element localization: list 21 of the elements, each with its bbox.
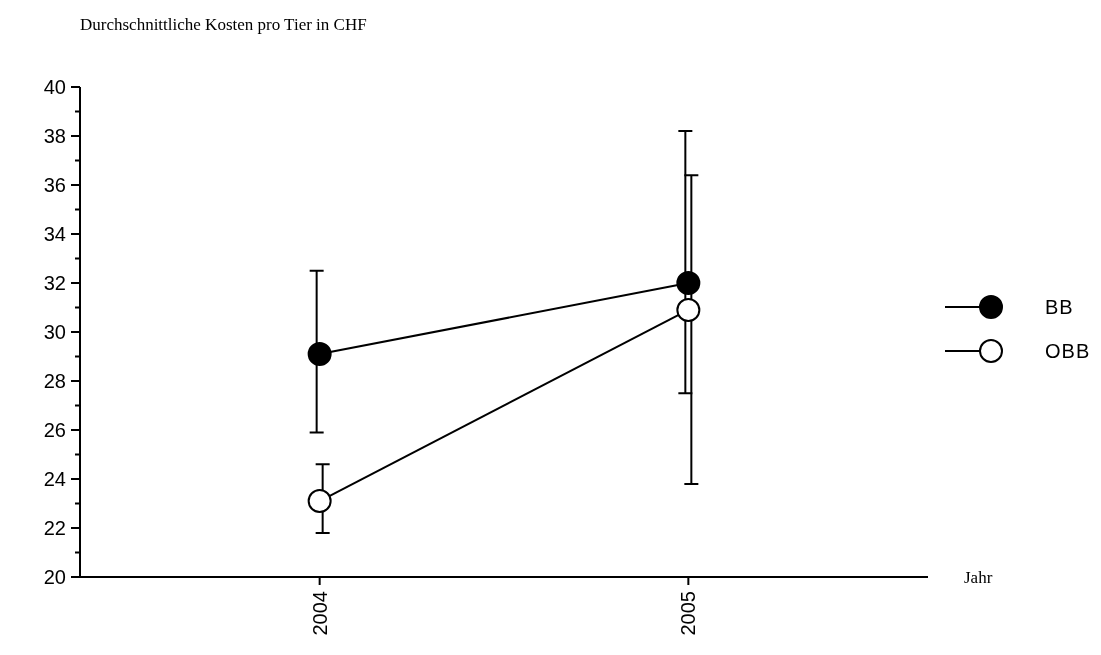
point [676,271,701,295]
y-tick-label: 28 [43,370,66,392]
point [676,297,701,322]
y-tick-label: 20 [43,566,66,588]
x-tick-label: 2005 [677,591,700,636]
x-axis-title: Jahr [964,568,993,587]
y-tick-label: 32 [43,272,66,294]
legend-label: BB [1045,296,1074,318]
y-tick-label: 24 [43,468,66,490]
y-tick-label: 30 [43,321,66,343]
y-tick-label: 36 [43,174,66,196]
chart-title: Durchschnittliche Kosten pro Tier in CHF [80,15,367,34]
y-tick-label: 26 [43,419,66,441]
y-tick-label: 22 [43,517,66,539]
y-tick-label: 34 [43,223,66,245]
legend-label: OBB [1045,340,1091,362]
point [307,489,332,514]
y-tick-label: 40 [43,76,66,98]
x-tick-label: 2004 [308,591,331,636]
y-tick-label: 38 [43,125,66,147]
point [307,342,332,367]
